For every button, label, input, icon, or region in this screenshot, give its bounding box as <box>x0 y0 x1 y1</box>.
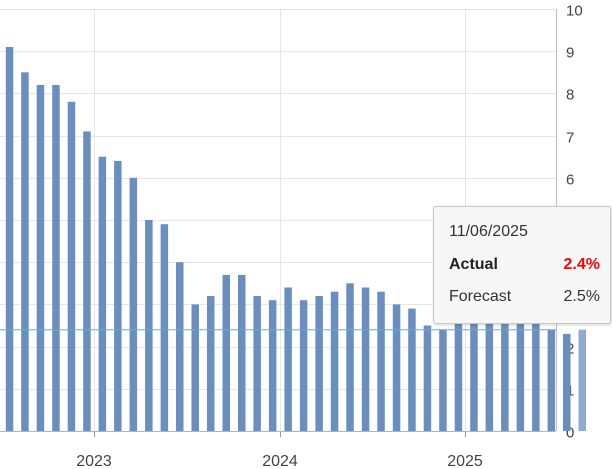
bar <box>114 160 122 431</box>
bar <box>377 291 385 431</box>
bar <box>222 274 230 431</box>
bar <box>176 262 184 431</box>
bar <box>5 47 14 431</box>
x-tick-label: 2023 <box>76 453 112 469</box>
bar <box>408 308 416 431</box>
bar <box>83 131 91 431</box>
y-tick-label: 0 <box>566 425 574 442</box>
y-tick-label: 6 <box>566 172 574 189</box>
x-tick-label: 2024 <box>262 453 298 469</box>
bar <box>563 333 571 431</box>
tooltip-forecast-label: Forecast <box>449 288 512 305</box>
bar <box>191 304 199 431</box>
bar <box>485 317 494 431</box>
bar <box>207 296 215 431</box>
data-tooltip: 11/06/2025 Actual 2.4% Forecast 2.5% <box>433 206 611 324</box>
bar <box>454 321 463 431</box>
bar <box>299 300 308 431</box>
bar <box>516 312 525 431</box>
tooltip-actual-label: Actual <box>449 256 498 273</box>
bar <box>361 287 370 431</box>
bar <box>330 291 339 431</box>
bar <box>423 325 432 431</box>
bar <box>98 156 107 431</box>
bar <box>470 317 478 431</box>
bar <box>253 296 261 431</box>
bar <box>268 300 277 431</box>
tooltip-forecast-value: 2.5% <box>563 288 600 305</box>
tooltip-forecast-row: Forecast 2.5% <box>449 288 600 308</box>
bar <box>284 287 292 431</box>
bar <box>67 101 76 432</box>
bar <box>21 72 29 432</box>
bar <box>315 296 323 431</box>
bar <box>145 220 153 431</box>
tooltip-date: 11/06/2025 <box>449 223 528 240</box>
y-tick-label: 9 <box>566 45 574 62</box>
tooltip-actual-row: Actual 2.4% <box>449 256 600 276</box>
bar <box>532 308 540 431</box>
bar <box>346 283 354 431</box>
bar <box>36 85 45 431</box>
bar <box>238 274 246 431</box>
bar <box>129 177 138 431</box>
bar <box>578 329 586 431</box>
bar <box>501 312 509 431</box>
bar <box>392 304 401 431</box>
y-tick-label: 7 <box>566 130 574 147</box>
tooltip-actual-value: 2.4% <box>563 256 600 273</box>
y-tick-label: 8 <box>566 87 574 104</box>
bar <box>52 85 60 431</box>
x-tick-label: 2025 <box>447 453 483 469</box>
bar <box>160 224 169 431</box>
bar <box>547 329 556 431</box>
bar <box>439 329 447 431</box>
y-tick-label: 10 <box>566 3 583 20</box>
